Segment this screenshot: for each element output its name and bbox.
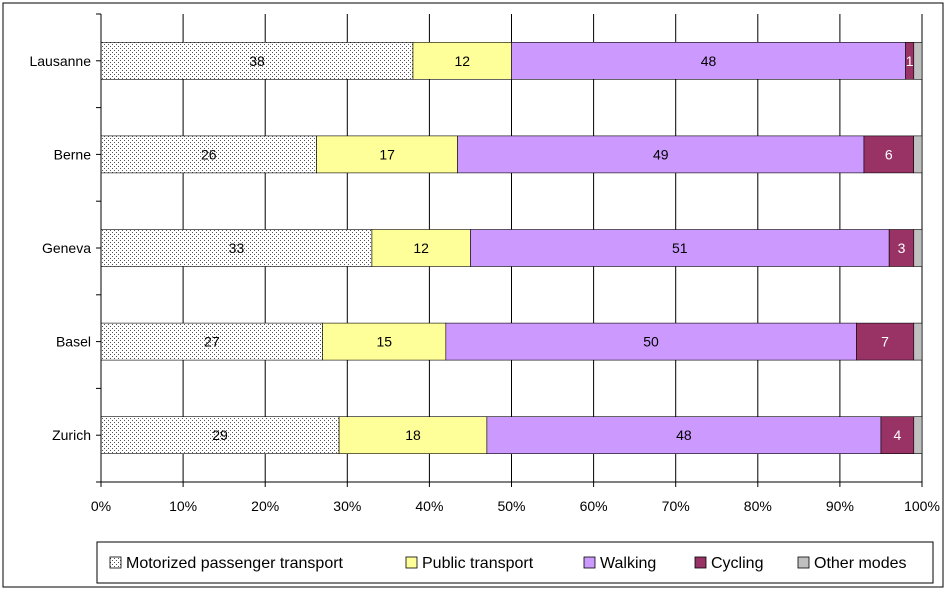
data-label-berne-walking: 49 (653, 146, 669, 162)
legend-label-cycling: Cycling (711, 555, 763, 572)
data-label-geneva-public-transport: 12 (413, 240, 429, 256)
data-label-lausanne-cycling: 1 (906, 53, 914, 69)
legend-label-other-modes: Other modes (814, 555, 906, 572)
data-label-lausanne-motorized-passenger-transport: 38 (249, 53, 265, 69)
x-tick-label-30: 30% (333, 498, 361, 514)
chart-frame (3, 3, 943, 587)
data-label-zurich-walking: 48 (676, 427, 692, 443)
legend-swatch-cycling (695, 557, 706, 568)
legend-label-public-transport: Public transport (422, 555, 534, 572)
x-tick-label-10: 10% (169, 498, 197, 514)
x-tick-label-40: 40% (415, 498, 443, 514)
data-label-basel-walking: 50 (643, 334, 659, 350)
data-label-geneva-walking: 51 (672, 240, 688, 256)
data-label-geneva-motorized-passenger-transport: 33 (229, 240, 245, 256)
data-label-basel-public-transport: 15 (376, 334, 392, 350)
category-label-zurich: Zurich (52, 427, 91, 443)
bar-geneva-other-modes (914, 230, 922, 267)
data-label-berne-motorized-passenger-transport: 26 (201, 146, 217, 162)
legend-swatch-motorized-passenger-transport (110, 557, 121, 568)
data-label-basel-motorized-passenger-transport: 27 (204, 334, 220, 350)
legend-label-motorized-passenger-transport: Motorized passenger transport (126, 555, 344, 572)
data-label-lausanne-walking: 48 (701, 53, 717, 69)
data-label-zurich-cycling: 4 (893, 427, 901, 443)
x-tick-label-50: 50% (497, 498, 525, 514)
data-label-berne-public-transport: 17 (379, 146, 395, 162)
legend-label-walking: Walking (600, 555, 656, 572)
legend-swatch-walking (584, 557, 595, 568)
x-tick-label-80: 80% (744, 498, 772, 514)
data-label-basel-cycling: 7 (881, 334, 889, 350)
legend: Motorized passenger transport Public tran… (97, 542, 933, 583)
legend-swatch-other-modes (798, 557, 809, 568)
category-label-lausanne: Lausanne (29, 53, 91, 69)
x-tick-label-60: 60% (580, 498, 608, 514)
x-tick-label-90: 90% (826, 498, 854, 514)
bar-basel-other-modes (914, 323, 922, 360)
bar-berne-other-modes (914, 136, 922, 173)
category-label-geneva: Geneva (42, 240, 91, 256)
bar-lausanne-other-modes (914, 42, 922, 79)
category-label-berne: Berne (54, 146, 92, 162)
data-label-lausanne-public-transport: 12 (454, 53, 470, 69)
data-label-geneva-cycling: 3 (898, 240, 906, 256)
data-label-zurich-motorized-passenger-transport: 29 (212, 427, 228, 443)
data-label-zurich-public-transport: 18 (405, 427, 421, 443)
x-tick-label-0: 0% (91, 498, 111, 514)
bar-zurich-other-modes (914, 417, 922, 454)
data-label-berne-cycling: 6 (885, 146, 893, 162)
legend-swatch-public-transport (406, 557, 417, 568)
x-tick-label-70: 70% (662, 498, 690, 514)
x-tick-label-100: 100% (904, 498, 940, 514)
category-label-basel: Basel (56, 334, 91, 350)
x-tick-label-20: 20% (251, 498, 279, 514)
